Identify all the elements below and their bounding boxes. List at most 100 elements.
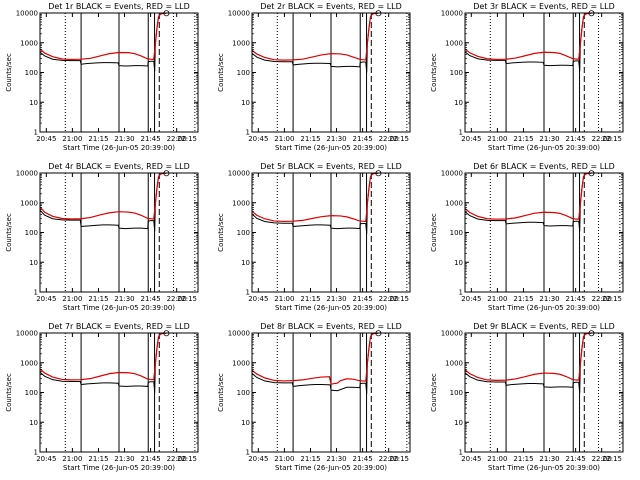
y-axis-label: Counts/sec (430, 373, 438, 412)
x-tick-label: 21:30 (539, 455, 559, 463)
x-tick-label: 22:15 (389, 135, 409, 143)
x-tick-label: 20:45 (248, 455, 268, 463)
y-tick-label: 10 (29, 419, 38, 427)
x-tick-label: 21:15 (513, 135, 533, 143)
y-tick-label: 100 (450, 229, 463, 237)
events-series-line (251, 12, 379, 73)
y-tick-label: 1000 (232, 359, 250, 367)
y-tick-label: 100 (237, 229, 250, 237)
y-tick-label: 10 (241, 419, 250, 427)
y-tick-label: 1000 (232, 199, 250, 207)
panel-title: Det 8r BLACK = Events, RED = LLD (260, 322, 402, 331)
x-tick-label: 21:15 (300, 295, 320, 303)
y-tick-label: 1000 (20, 359, 38, 367)
y-tick-label: 100 (25, 69, 38, 77)
x-tick-label: 21:00 (487, 455, 507, 463)
x-tick-label: 21:00 (62, 135, 82, 143)
x-tick-label: 22:15 (389, 295, 409, 303)
x-axis-label: Start Time (26-Jun-05 20:39:00) (63, 144, 175, 152)
panel-4: Det 4r BLACK = Events, RED = LLD 1 10 100 10… (5, 162, 199, 312)
panel-title: Det 4r BLACK = Events, RED = LLD (48, 162, 190, 171)
y-tick-label: 100 (450, 69, 463, 77)
panel-title: Det 3r BLACK = Events, RED = LLD (473, 2, 615, 11)
x-tick-label: 21:00 (274, 295, 294, 303)
x-tick-label: 21:30 (326, 295, 346, 303)
x-tick-label: 22:00 (592, 135, 612, 143)
y-tick-label: 1000 (232, 39, 250, 47)
y-tick-label: 10 (29, 99, 38, 107)
lld-series-line (39, 12, 167, 61)
y-tick-label: 1 (34, 289, 38, 297)
x-tick-label: 22:15 (602, 295, 622, 303)
x-axis-label: Start Time (26-Jun-05 20:39:00) (275, 464, 387, 472)
x-tick-label: 22:00 (592, 295, 612, 303)
x-tick-label: 21:00 (487, 295, 507, 303)
lld-series-line (39, 332, 167, 381)
events-series-line (464, 172, 592, 232)
events-series-line (251, 172, 379, 234)
panel-title: Det 9r BLACK = Events, RED = LLD (473, 322, 615, 331)
y-tick-label: 10 (454, 99, 463, 107)
x-axis-label: Start Time (26-Jun-05 20:39:00) (488, 464, 600, 472)
y-axis-label: Counts/sec (5, 373, 13, 412)
lld-series-line (251, 172, 379, 223)
x-tick-label: 20:45 (36, 455, 56, 463)
y-tick-label: 10000 (441, 170, 463, 178)
y-tick-label: 1 (246, 449, 250, 457)
panel-title: Det 2r BLACK = Events, RED = LLD (260, 2, 402, 11)
x-tick-label: 22:15 (177, 295, 197, 303)
x-tick-label: 21:00 (62, 455, 82, 463)
y-axis-label: Counts/sec (217, 373, 225, 412)
lld-series-line (251, 332, 379, 385)
y-tick-label: 100 (450, 389, 463, 397)
y-tick-label: 10 (29, 259, 38, 267)
lld-series-line (251, 12, 379, 61)
y-axis-label: Counts/sec (5, 53, 13, 92)
x-tick-label: 21:45 (353, 455, 373, 463)
y-tick-label: 1000 (445, 39, 463, 47)
x-tick-label: 22:15 (389, 455, 409, 463)
y-tick-label: 1 (34, 129, 38, 137)
x-tick-label: 21:45 (353, 135, 373, 143)
panel-9: Det 9r BLACK = Events, RED = LLD 1 10 100 10… (430, 322, 624, 472)
y-tick-label: 1 (246, 289, 250, 297)
x-tick-label: 22:00 (379, 295, 399, 303)
x-tick-label: 20:45 (36, 295, 56, 303)
x-tick-label: 22:00 (167, 295, 187, 303)
y-tick-label: 10000 (228, 10, 250, 18)
y-tick-label: 1000 (445, 359, 463, 367)
x-tick-label: 22:00 (167, 455, 187, 463)
x-tick-label: 21:15 (513, 455, 533, 463)
x-tick-label: 21:00 (274, 135, 294, 143)
panel-7: Det 7r BLACK = Events, RED = LLD 1 10 100 10… (5, 322, 199, 472)
x-tick-label: 22:00 (592, 455, 612, 463)
x-tick-label: 21:45 (141, 135, 161, 143)
y-axis-label: Counts/sec (217, 213, 225, 252)
x-tick-label: 21:45 (141, 455, 161, 463)
x-axis-label: Start Time (26-Jun-05 20:39:00) (275, 304, 387, 312)
x-tick-label: 21:45 (566, 295, 586, 303)
x-tick-label: 21:30 (326, 455, 346, 463)
x-tick-label: 20:45 (248, 295, 268, 303)
x-tick-label: 21:15 (88, 455, 108, 463)
y-tick-label: 10000 (441, 10, 463, 18)
x-tick-label: 21:15 (300, 455, 320, 463)
y-axis-label: Counts/sec (430, 53, 438, 92)
x-tick-label: 22:00 (379, 135, 399, 143)
y-tick-label: 10 (241, 259, 250, 267)
y-tick-label: 10 (454, 419, 463, 427)
y-tick-label: 10000 (16, 330, 38, 338)
events-series-line (251, 332, 379, 394)
events-series-line (39, 332, 167, 393)
y-tick-label: 1 (459, 129, 463, 137)
x-tick-label: 21:30 (539, 295, 559, 303)
x-tick-label: 21:30 (326, 135, 346, 143)
events-series-line (464, 332, 592, 394)
y-tick-label: 10000 (16, 10, 38, 18)
panel-3: Det 3r BLACK = Events, RED = LLD 1 10 100 10… (430, 2, 624, 152)
panel-6: Det 6r BLACK = Events, RED = LLD 1 10 100 10… (430, 162, 624, 312)
y-tick-label: 10000 (441, 330, 463, 338)
x-tick-label: 21:15 (88, 295, 108, 303)
panel-1: Det 1r BLACK = Events, RED = LLD 1 10 100 10… (5, 2, 199, 152)
